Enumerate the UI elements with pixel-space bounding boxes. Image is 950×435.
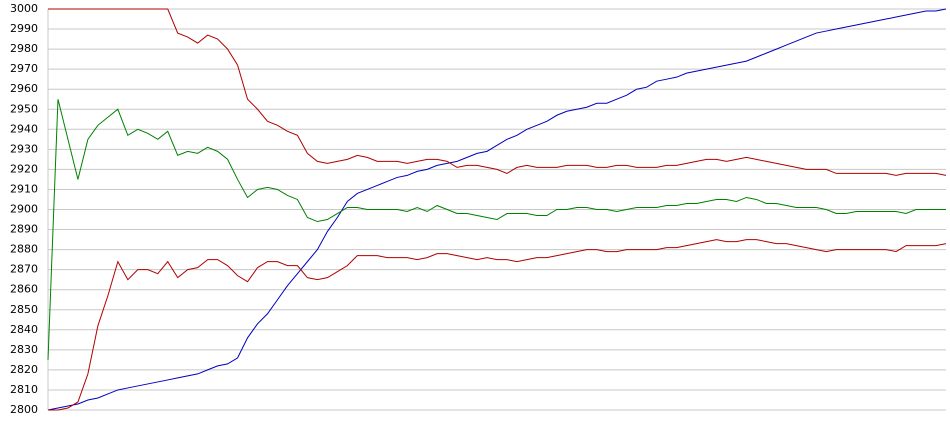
y-tick-label: 2850 [10, 303, 38, 316]
y-tick-label: 2960 [10, 82, 38, 95]
y-tick-label: 2950 [10, 102, 38, 115]
series-line [47, 8, 947, 411]
y-tick-label: 2800 [10, 403, 38, 416]
y-tick-label: 2990 [10, 22, 38, 35]
y-tick-label: 2920 [10, 162, 38, 175]
y-tick-label: 2810 [10, 383, 38, 396]
y-tick-label: 2890 [10, 223, 38, 236]
y-tick-label: 2820 [10, 363, 38, 376]
y-tick-label: 2910 [10, 182, 38, 195]
y-tick-label: 2900 [10, 203, 38, 216]
series-line [47, 99, 946, 360]
y-tick-label: 3000 [10, 2, 38, 15]
y-tick-label: 2970 [10, 62, 38, 75]
y-tick-label: 2870 [10, 263, 38, 276]
y-tick-label: 2930 [10, 142, 38, 155]
y-tick-label: 2830 [10, 343, 38, 356]
y-tick-label: 2980 [10, 42, 38, 55]
y-tick-label: 2840 [10, 323, 38, 336]
series-line [48, 239, 947, 411]
series-line [48, 8, 947, 176]
y-tick-label: 2880 [10, 243, 38, 256]
y-tick-label: 2860 [10, 283, 38, 296]
y-tick-label: 2940 [10, 122, 38, 135]
